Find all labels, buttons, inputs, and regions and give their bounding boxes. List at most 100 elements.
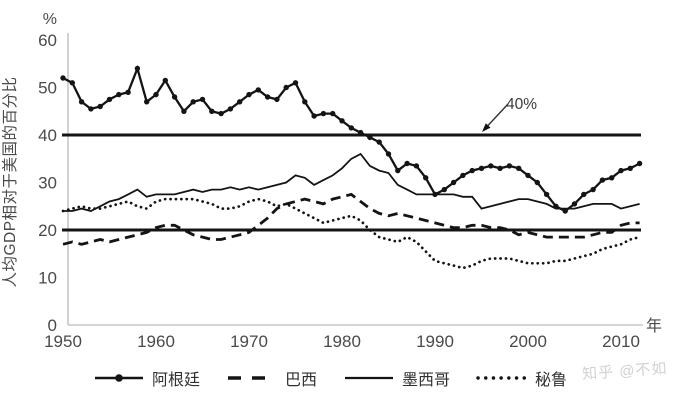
legend-label: 秘鲁: [535, 372, 568, 389]
x-tick-label: 1950: [44, 332, 82, 351]
series-argentina-line: [62, 64, 641, 213]
data-point-marker: [144, 99, 150, 105]
series-peru-line: [61, 197, 641, 270]
data-point-marker: [516, 165, 522, 171]
data-point-marker: [590, 186, 596, 193]
series-peru: [61, 197, 641, 270]
data-point-marker: [292, 80, 299, 86]
data-point-marker: [525, 172, 531, 179]
data-point-marker: [450, 179, 457, 186]
data-point-marker: [423, 175, 429, 181]
data-point-marker: [320, 110, 327, 117]
y-tick-label: 40: [38, 126, 57, 145]
data-point-marker: [460, 172, 466, 179]
legend-item-argentina: 阿根廷: [93, 366, 200, 390]
data-point-marker: [543, 191, 550, 198]
data-point-marker: [69, 80, 76, 86]
series-brazil-line: [62, 192, 640, 246]
brazil-line-sample-icon: [227, 376, 276, 380]
data-point-marker: [106, 96, 113, 103]
legend-item-brazil: 巴西: [226, 366, 317, 390]
data-point-marker: [497, 165, 503, 171]
data-point-marker: [116, 91, 122, 98]
data-point-marker: [227, 106, 234, 112]
data-point-marker: [218, 110, 224, 117]
data-point-marker: [88, 106, 94, 112]
annotation-arrowhead-icon: [482, 123, 491, 132]
data-point-marker: [60, 75, 66, 81]
mexico-line-sample-icon: [345, 376, 393, 380]
data-point-marker: [283, 84, 289, 91]
data-point-marker: [469, 167, 475, 174]
data-point-marker: [488, 163, 494, 169]
data-point-marker: [125, 89, 131, 96]
annotation-40pct-label: 40%: [506, 96, 537, 113]
annotation-arrow-line: [487, 103, 509, 126]
legend-item-mexico: 墨西哥: [343, 366, 450, 390]
data-point-marker: [609, 175, 615, 181]
legend-label: 墨西哥: [402, 372, 451, 389]
data-point-marker: [134, 65, 141, 72]
data-point-marker: [181, 108, 187, 115]
data-point-marker: [367, 134, 373, 141]
watermark: 知乎 @不如: [581, 360, 668, 383]
data-point-marker: [237, 99, 243, 105]
data-point-marker: [562, 208, 568, 214]
data-point-marker: [357, 129, 364, 136]
data-point-marker: [404, 160, 410, 167]
data-point-marker: [97, 103, 103, 110]
y-tick-label: 30: [38, 174, 57, 193]
chart-legend: 阿根廷 巴西 墨西哥 秘鲁: [10, 366, 650, 390]
data-point-marker: [348, 125, 354, 131]
y-tick-label: 0: [48, 316, 57, 335]
data-point-marker: [264, 94, 271, 100]
data-point-marker: [153, 91, 159, 98]
data-point-marker: [395, 167, 401, 174]
x-tick-label: 1960: [137, 332, 175, 351]
y-axis-title: 人均GDP相对于美国的百分比: [1, 76, 19, 287]
data-point-marker: [571, 201, 578, 207]
y-tick-label: 10: [38, 269, 57, 288]
y-tick-label: 50: [38, 79, 57, 98]
data-point-marker: [599, 177, 606, 183]
data-point-marker: [618, 167, 624, 174]
x-tick-label: 2010: [602, 332, 640, 351]
line-chart: 0 10 20 30 40 50 60% 1950 1960 1970 1980 1990 2000 20…: [1, 11, 662, 351]
x-tick-label: 1980: [323, 332, 361, 351]
y-tick-label: 60: [38, 31, 57, 50]
data-point-marker: [339, 118, 345, 124]
data-point-marker: [190, 99, 196, 105]
data-point-marker: [78, 99, 85, 105]
data-point-marker: [330, 110, 336, 117]
data-point-marker: [506, 163, 513, 169]
data-point-marker: [376, 139, 382, 145]
data-point-marker: [636, 160, 643, 167]
series-brazil: [62, 192, 640, 246]
argentina-line-sample-icon: [94, 374, 143, 382]
data-point-marker: [478, 165, 485, 171]
legend-label: 阿根廷: [151, 372, 200, 389]
series-argentina: [60, 64, 643, 214]
data-point-marker: [311, 113, 317, 119]
legend-sample-marker: [115, 374, 123, 382]
data-point-marker: [553, 203, 559, 209]
data-point-marker: [302, 99, 308, 105]
peru-line-sample-icon: [476, 376, 528, 380]
data-point-marker: [171, 94, 178, 100]
data-point-marker: [246, 91, 252, 98]
data-point-marker: [274, 96, 280, 103]
data-point-marker: [199, 96, 206, 103]
x-tick-label: 1970: [230, 332, 268, 351]
series-mexico: [63, 152, 640, 212]
data-point-marker: [413, 163, 420, 169]
data-point-marker: [534, 179, 540, 186]
x-tick-label: 2000: [509, 332, 547, 351]
data-point-marker: [441, 186, 447, 193]
legend-label: 巴西: [284, 372, 317, 389]
y-tick-label: 20: [38, 221, 57, 240]
data-point-marker: [432, 191, 438, 198]
x-tick-label: 1990: [416, 332, 454, 351]
series-mexico-line: [63, 152, 640, 212]
data-point-marker: [627, 165, 633, 171]
